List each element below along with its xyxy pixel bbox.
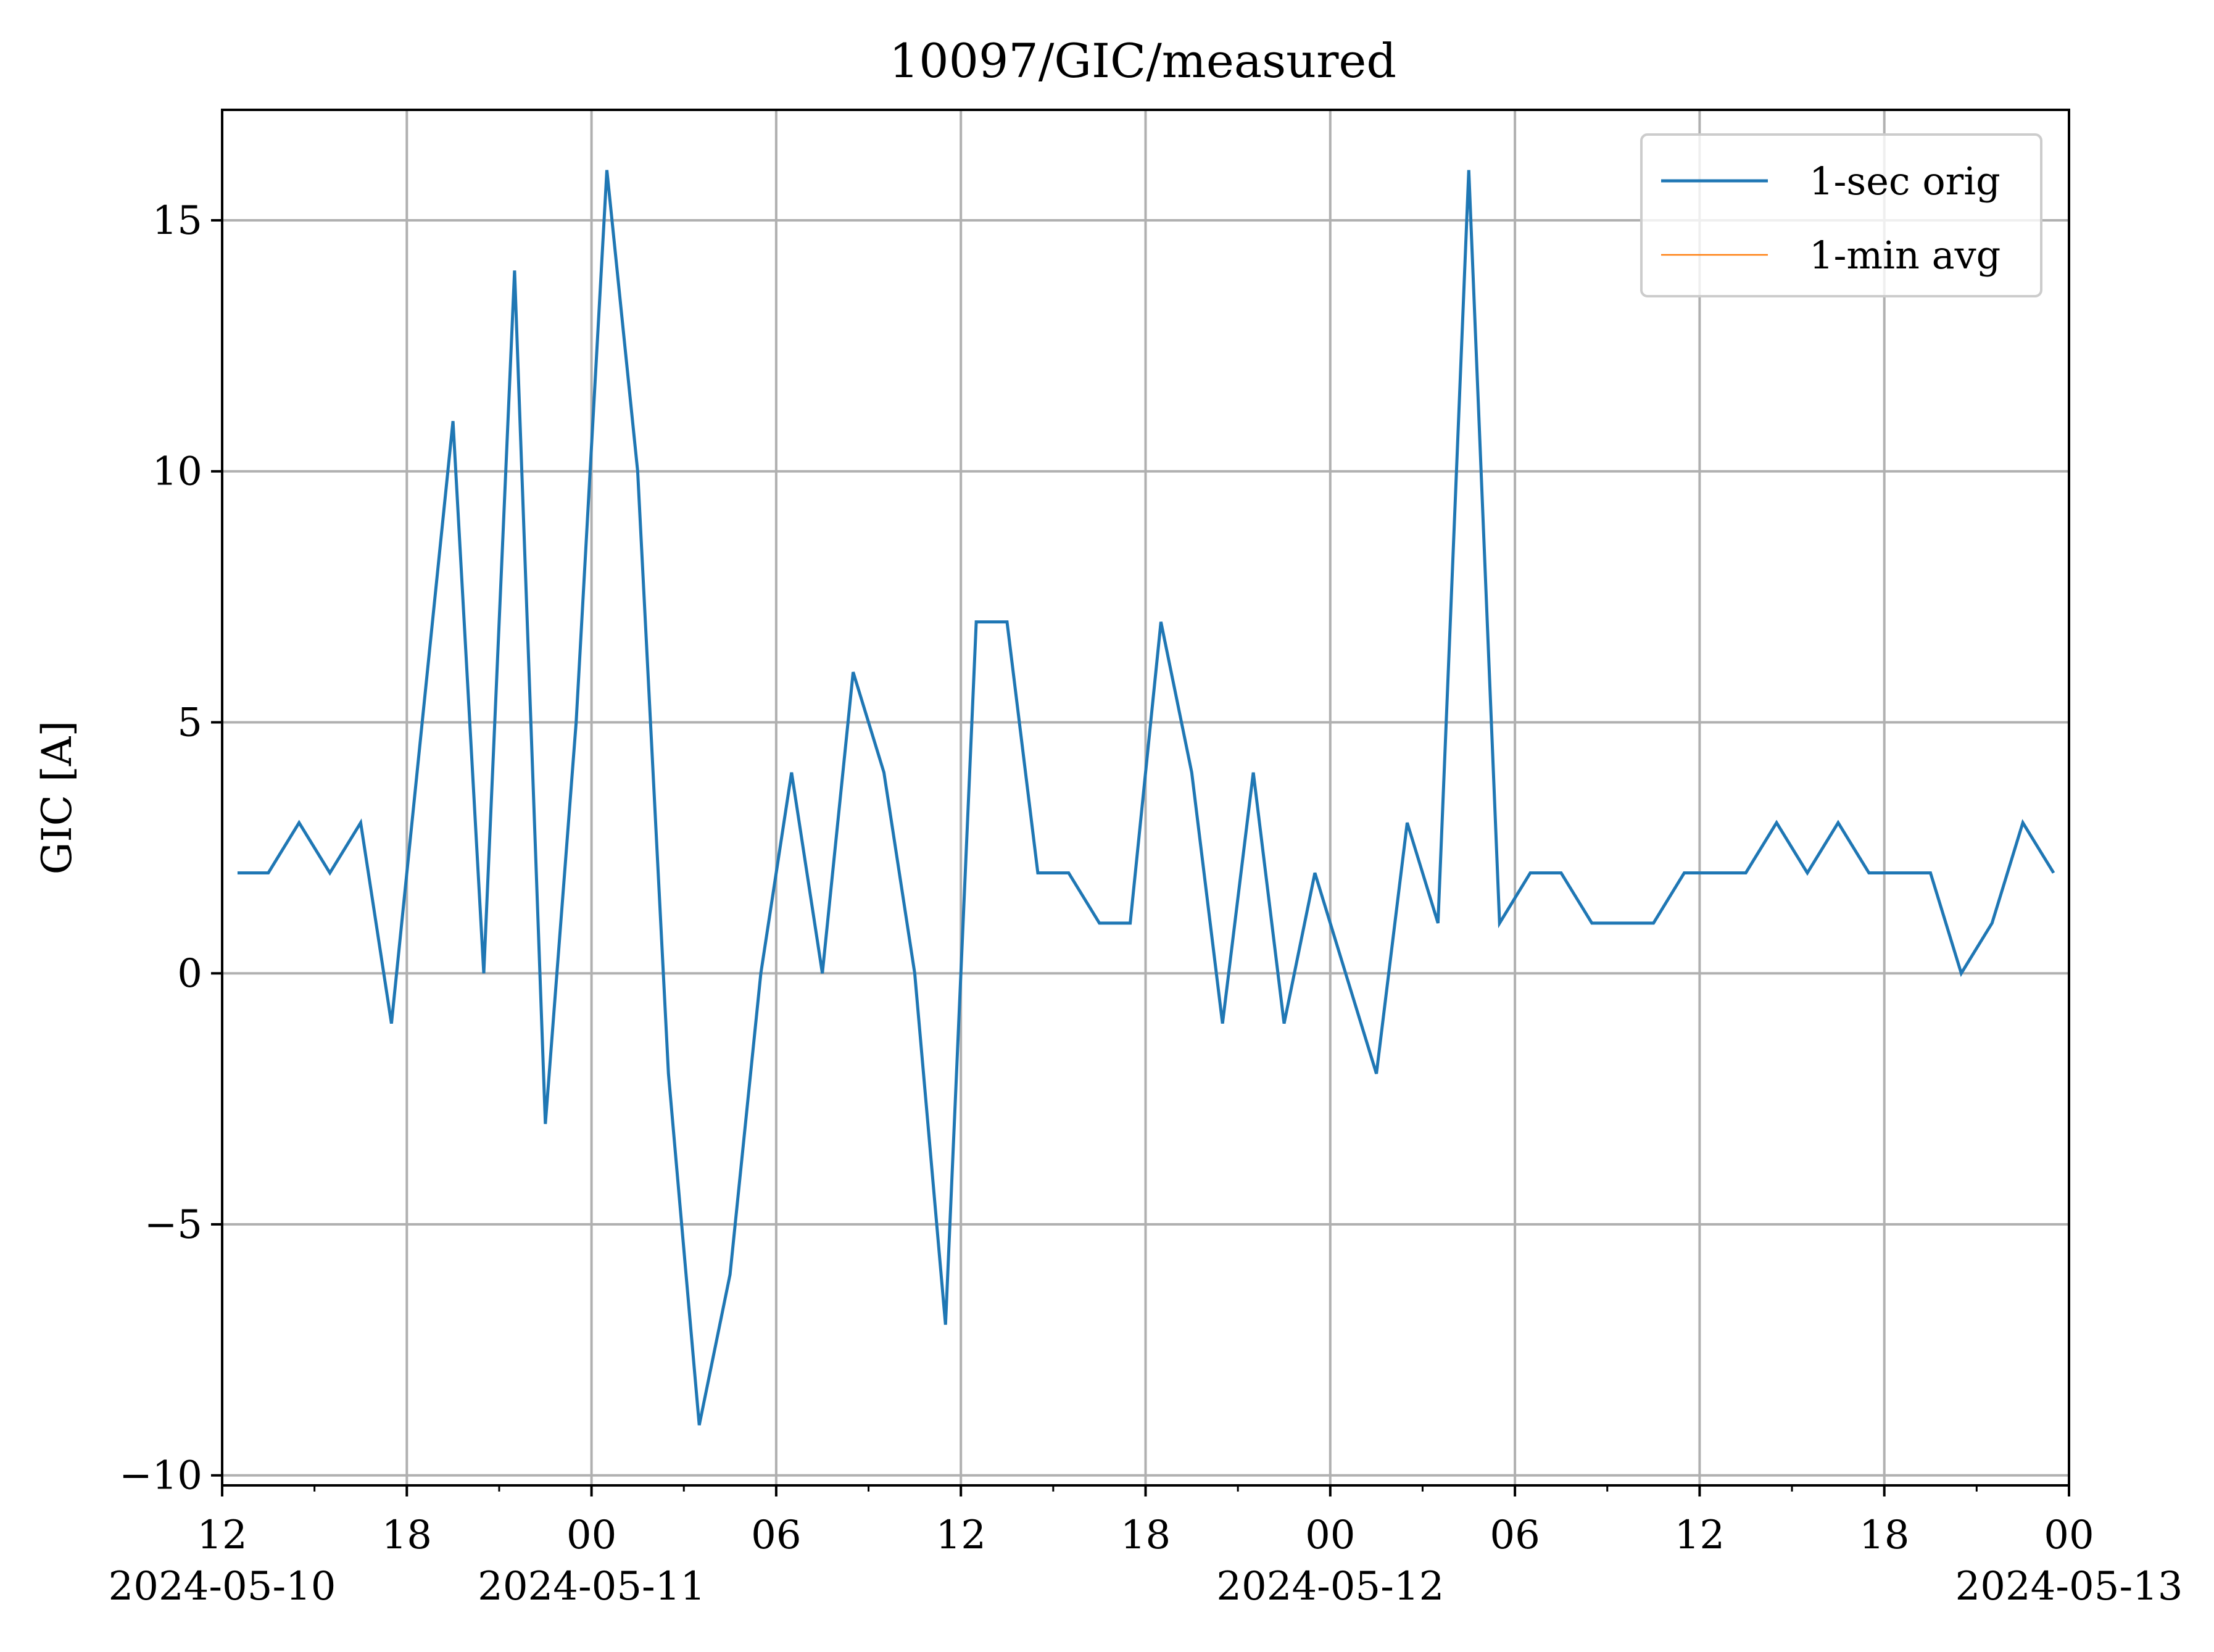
grid	[221, 110, 2070, 1485]
y-axis-label: GIC [A]	[33, 721, 81, 874]
y-tick-label: 0	[177, 951, 202, 997]
x-tick-label: 18	[382, 1513, 432, 1558]
legend-box	[1640, 133, 2042, 297]
axis-ticks: −10 −5 0 5 10 15 12 2024-05-10 18 00 2024-05-11 06 1…	[109, 198, 2183, 1609]
x-date-label: 2024-05-10	[109, 1564, 336, 1609]
x-tick-label: 12	[1675, 1513, 1725, 1558]
legend-label: 1-min avg	[1809, 233, 2000, 278]
y-tick-label: 10	[152, 449, 202, 495]
x-tick-label: 18	[1121, 1513, 1171, 1558]
x-tick-label: 06	[751, 1513, 801, 1558]
chart-title: 10097/GIC/measured	[889, 33, 1396, 88]
series-line	[237, 170, 2055, 1426]
x-date-label: 2024-05-11	[478, 1564, 705, 1609]
y-tick-label: 15	[152, 198, 202, 244]
x-date-label: 2024-05-12	[1216, 1564, 1444, 1609]
x-date-label: 2024-05-13	[1955, 1564, 2183, 1609]
x-tick-label: 06	[1490, 1513, 1540, 1558]
legend-label: 1-sec orig	[1809, 159, 2000, 204]
x-tick-label: 00	[566, 1513, 616, 1558]
x-tick-label: 12	[197, 1513, 247, 1558]
y-tick-label: −5	[144, 1202, 202, 1248]
series-layer	[237, 170, 2055, 1426]
x-tick-label: 18	[1859, 1513, 1909, 1558]
y-tick-label: 5	[177, 700, 202, 745]
x-tick-label: 00	[1305, 1513, 1355, 1558]
legend: 1-sec orig 1-min avg	[1640, 133, 2042, 297]
y-tick-label: −10	[119, 1453, 202, 1499]
x-tick-label: 12	[935, 1513, 985, 1558]
x-tick-label: 00	[2044, 1513, 2094, 1558]
